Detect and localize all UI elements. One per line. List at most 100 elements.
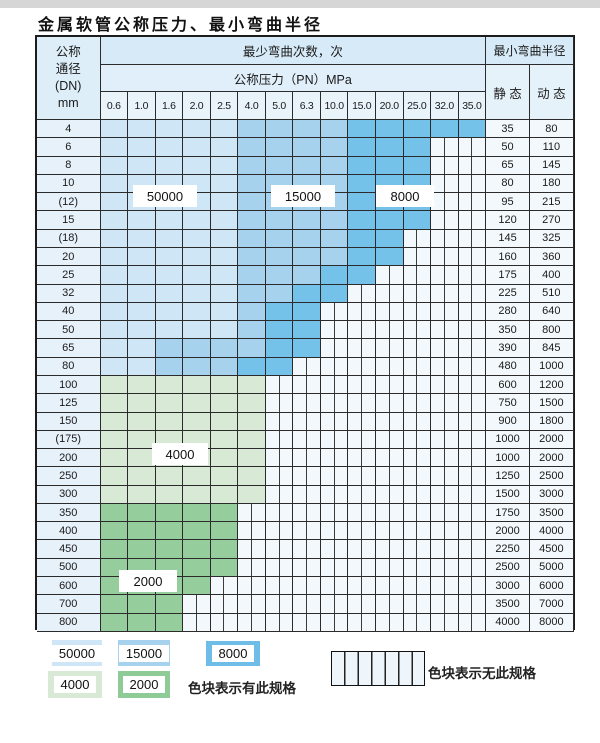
- dynamic-radius-cell: 2500: [529, 467, 574, 486]
- spec-cell: [320, 558, 349, 578]
- spec-cell: [155, 503, 184, 523]
- spec-cell: [183, 120, 211, 139]
- legend-value: 15000: [118, 644, 170, 662]
- region-label-2000: 2000: [119, 570, 177, 592]
- spec-cell: [100, 302, 129, 322]
- spec-cell: [128, 613, 156, 632]
- spec-cell: [348, 613, 376, 632]
- spec-cell: [265, 503, 294, 523]
- spec-cell: [375, 577, 404, 596]
- spec-cell: [210, 211, 239, 230]
- spec-cell: [100, 540, 129, 559]
- spec-cell: [100, 138, 129, 157]
- spec-cell: [100, 449, 129, 468]
- header-pressure-col: 20.0: [375, 92, 404, 120]
- spec-cell: [210, 412, 239, 431]
- spec-cell: [183, 229, 211, 248]
- spec-cell: [375, 321, 404, 340]
- static-radius-cell: 4000: [486, 613, 530, 632]
- header-pressure-col: 2.0: [183, 92, 211, 120]
- spec-cell: [431, 503, 459, 523]
- spec-cell: [210, 577, 239, 596]
- spec-cell: [348, 284, 376, 303]
- spec-cell: [238, 375, 266, 395]
- static-radius-cell: 50: [486, 138, 530, 157]
- spec-cell: [100, 266, 129, 285]
- dynamic-radius-cell: 510: [529, 284, 574, 303]
- spec-cell: [265, 156, 294, 175]
- spec-cell: [100, 357, 129, 376]
- spec-cell: [403, 540, 432, 559]
- static-radius-cell: 3000: [486, 577, 530, 596]
- spec-cell: [458, 211, 487, 230]
- spec-cell: [458, 302, 487, 322]
- header-dynamic: 动 态: [529, 65, 574, 120]
- spec-cell: [348, 394, 376, 413]
- spec-cell: [210, 284, 239, 303]
- spec-cell: [375, 485, 404, 504]
- spec-cell: [403, 284, 432, 303]
- spec-cell: [293, 485, 321, 504]
- spec-cell: [458, 156, 487, 175]
- spec-cell: [320, 321, 349, 340]
- spec-cell: [458, 138, 487, 157]
- spec-cell: [155, 467, 184, 486]
- dynamic-radius-cell: 400: [529, 266, 574, 285]
- spec-cell: [348, 558, 376, 578]
- spec-cell: [238, 284, 266, 303]
- spec-cell: [238, 193, 266, 212]
- spec-cell: [265, 394, 294, 413]
- spec-cell: [403, 577, 432, 596]
- spec-cell: [293, 613, 321, 632]
- spec-cell: [265, 485, 294, 504]
- spec-cell: [210, 120, 239, 139]
- spec-cell: [403, 449, 432, 468]
- spec-cell: [431, 357, 459, 376]
- spec-cell: [265, 284, 294, 303]
- dynamic-radius-cell: 2000: [529, 449, 574, 468]
- dn-cell: 50: [37, 321, 101, 340]
- spec-cell: [431, 522, 459, 541]
- spec-cell: [238, 558, 266, 578]
- spec-cell: [183, 375, 211, 395]
- spec-cell: [100, 394, 129, 413]
- static-radius-cell: 65: [486, 156, 530, 175]
- spec-cell: [183, 595, 211, 614]
- spec-cell: [183, 522, 211, 541]
- spec-cell: [403, 138, 432, 157]
- spec-cell: [348, 540, 376, 559]
- spec-cell: [348, 229, 376, 248]
- spec-cell: [183, 357, 211, 376]
- spec-cell: [293, 412, 321, 431]
- dn-cell: 15: [37, 211, 101, 230]
- spec-cell: [100, 467, 129, 486]
- dynamic-radius-cell: 640: [529, 302, 574, 322]
- dynamic-radius-cell: 4000: [529, 522, 574, 541]
- spec-cell: [320, 467, 349, 486]
- spec-cell: [155, 412, 184, 431]
- spec-cell: [183, 211, 211, 230]
- spec-cell: [458, 339, 487, 358]
- dn-cell: 150: [37, 412, 101, 431]
- dn-cell: 6: [37, 138, 101, 157]
- spec-cell: [128, 247, 156, 267]
- spec-cell: [403, 522, 432, 541]
- spec-cell: [210, 449, 239, 468]
- spec-cell: [128, 522, 156, 541]
- static-radius-cell: 160: [486, 247, 530, 267]
- legend-value: 8000: [211, 645, 255, 662]
- spec-cell: [431, 540, 459, 559]
- spec-cell: [293, 247, 321, 267]
- spec-cell: [375, 229, 404, 248]
- spec-cell: [210, 595, 239, 614]
- spec-cell: [265, 339, 294, 358]
- spec-cell: [128, 138, 156, 157]
- spec-cell: [128, 394, 156, 413]
- dn-cell: 4: [37, 120, 101, 139]
- spec-cell: [155, 485, 184, 504]
- spec-cell: [431, 449, 459, 468]
- spec-cell: [293, 138, 321, 157]
- spec-cell: [375, 467, 404, 486]
- spec-cell: [348, 193, 376, 212]
- spec-cell: [348, 485, 376, 504]
